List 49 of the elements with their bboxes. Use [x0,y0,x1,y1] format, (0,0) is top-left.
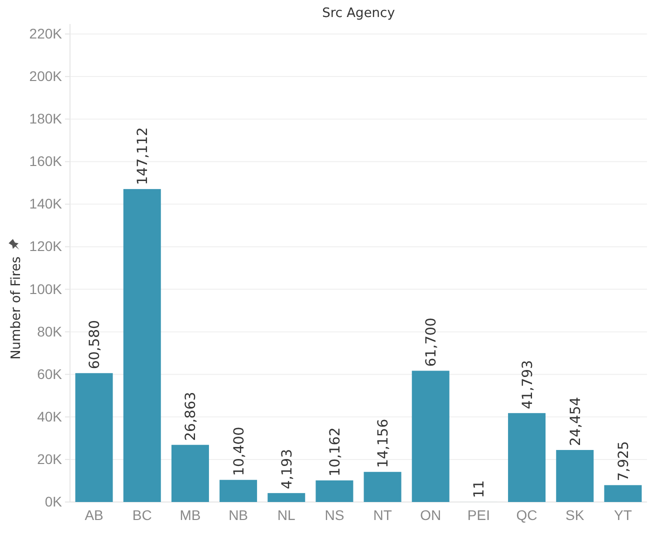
x-tick-label: NS [324,506,344,523]
data-label: 10,400 [231,426,248,476]
data-label: 26,863 [183,392,200,441]
y-axis-title: Number of Fires [9,256,24,360]
x-tick-label: BC [132,506,152,523]
data-label: 14,156 [376,418,392,468]
chart-title: Src Agency [322,6,396,21]
data-label: 147,112 [135,127,152,186]
x-tick-label: NT [373,506,392,523]
data-label: 11 [472,480,488,498]
x-tick-label: YT [614,506,632,523]
bar [123,189,161,502]
data-label: 10,162 [327,427,344,476]
bar [364,472,402,502]
y-tick-label: 160K [29,153,63,170]
y-tick-label: 220K [29,25,63,42]
y-tick-label: 80K [37,323,63,340]
bar [171,444,209,502]
x-tick-label: QC [516,506,538,523]
bar [508,413,546,502]
y-tick-label: 0K [44,493,63,510]
bar [556,450,594,502]
y-tick-label: 100K [29,280,63,297]
y-tick-label: 20K [37,450,63,467]
x-tick-label: MB [180,506,201,523]
x-tick-label: AB [84,506,104,523]
x-tick-label: NB [228,506,248,523]
data-label: 41,793 [520,360,536,410]
data-label: 60,580 [87,320,104,370]
bar [604,485,642,502]
y-tick-label: 180K [29,110,63,127]
bar [75,373,113,502]
data-label: 24,454 [568,396,584,446]
data-label: 4,193 [279,448,296,490]
bar [220,480,258,502]
bar [268,493,306,502]
x-tick-label: ON [420,506,442,523]
y-tick-label: 40K [37,408,63,424]
y-tick-label: 140K [29,196,63,212]
y-tick-label: 60K [37,366,63,382]
x-tick-label: NL [277,506,296,523]
y-tick-label: 200K [29,68,63,84]
x-tick-label: SK [566,506,585,523]
x-tick-label: PEI [467,506,490,523]
bar [412,370,450,502]
data-label: 7,925 [616,441,632,482]
y-tick-label: 120K [29,238,63,254]
bar [316,480,354,502]
data-label: 61,700 [424,318,440,367]
